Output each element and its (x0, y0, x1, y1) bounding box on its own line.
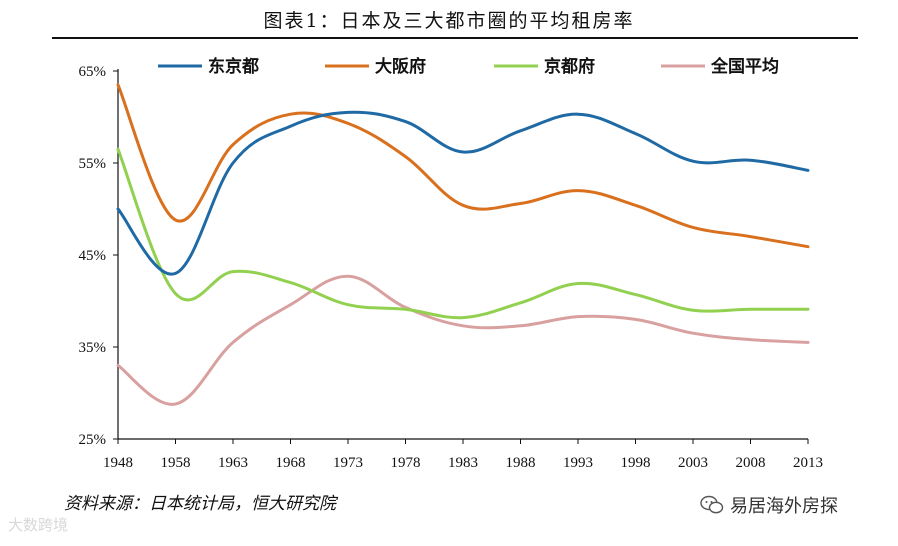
x-tick-label: 1998 (621, 455, 651, 471)
series-line-大阪府 (116, 83, 810, 249)
wechat-icon (700, 495, 724, 514)
legend-label: 东京都 (208, 56, 259, 77)
x-tick-label: 2008 (736, 455, 766, 471)
watermark-right-text: 易居海外房探 (730, 496, 838, 517)
x-tick-label: 2003 (678, 455, 708, 471)
x-tick-label: 1978 (391, 455, 421, 471)
legend-label: 全国平均 (710, 56, 779, 77)
x-tick-label: 1988 (506, 455, 536, 471)
watermark-left: 大数跨境 (8, 514, 68, 535)
x-tick-label: 1968 (276, 455, 306, 471)
title-rule (52, 37, 858, 39)
legend-label: 京都府 (544, 56, 595, 77)
legend: 东京都 大阪府 京都府 全国平均 (158, 56, 779, 77)
axes: 25% 35% 45% 55% 65% 1948 1958 1963 1968 1973 1978 1… (79, 64, 824, 471)
series-lines (116, 83, 810, 406)
legend-label: 大阪府 (375, 56, 426, 77)
source-note: 资料来源：日本统计局，恒大研究院 (64, 494, 336, 514)
series-line-东京都 (116, 110, 810, 276)
y-tick-label: 35% (79, 340, 107, 356)
x-tick-label: 1948 (103, 455, 133, 471)
x-tick-label: 1983 (448, 455, 478, 471)
watermark-left-text: 大数跨境 (8, 516, 69, 534)
x-tick-label: 2013 (793, 455, 823, 471)
y-tick-label: 25% (79, 432, 107, 448)
x-tick-label: 1973 (333, 455, 363, 471)
chart-title: 图表1：日本及三大都市圈的平均租房率 (263, 10, 635, 32)
series-line-全国平均 (116, 274, 810, 406)
y-tick-label: 55% (79, 156, 107, 172)
y-tick-label: 45% (79, 248, 107, 264)
series-line-京都府 (116, 147, 810, 320)
x-tick-label: 1993 (563, 455, 593, 471)
x-tick-label: 1958 (161, 455, 191, 471)
watermark-right: 易居海外房探 (700, 492, 838, 518)
x-tick-label: 1963 (218, 455, 248, 471)
y-tick-label: 65% (79, 64, 107, 80)
